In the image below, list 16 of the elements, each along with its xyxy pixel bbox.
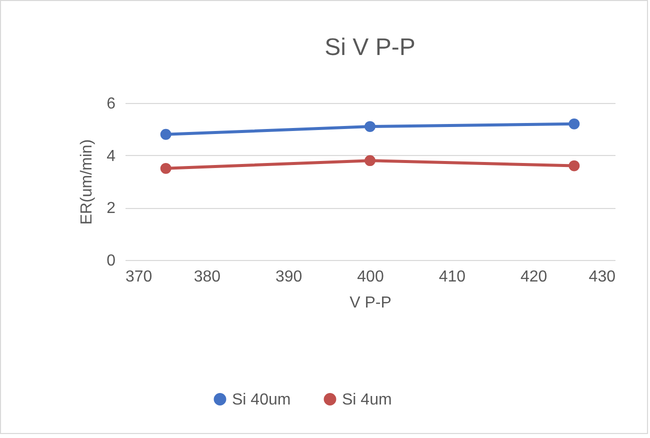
- y-tick-label: 6: [106, 96, 116, 112]
- x-tick-label: 410: [438, 268, 466, 286]
- y-tick-label: 2: [106, 200, 116, 218]
- y-axis-title: ER(um/min): [78, 139, 96, 225]
- legend-label: Si 40um: [232, 391, 291, 408]
- x-tick-label: 420: [520, 268, 548, 286]
- x-tick-label: 390: [275, 268, 302, 286]
- x-tick-label: 370: [126, 268, 152, 286]
- chart-title: Si V P-P: [324, 34, 416, 61]
- y-tick-label: 0: [106, 252, 116, 270]
- legend-label: Si 4um: [342, 391, 392, 408]
- x-axis-title: V P-P: [350, 294, 392, 312]
- x-tick-label: 400: [357, 268, 384, 286]
- x-tick-label: 380: [194, 268, 221, 286]
- y-tick-label: 4: [106, 148, 116, 165]
- x-tick-label: 430: [588, 268, 616, 286]
